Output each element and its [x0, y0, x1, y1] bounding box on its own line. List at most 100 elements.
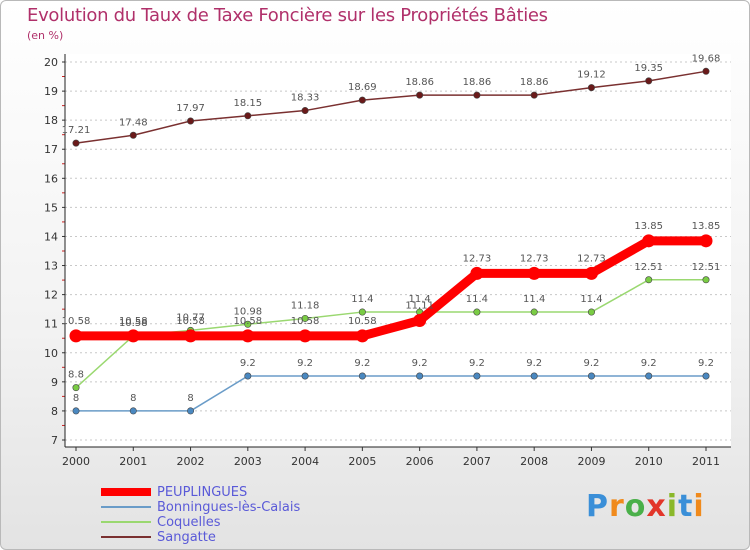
- y-tick-label: 14: [44, 230, 58, 243]
- data-point: [473, 308, 481, 316]
- data-label: 8: [73, 393, 79, 404]
- data-point: [416, 91, 424, 99]
- data-label: 18.69: [348, 82, 377, 93]
- data-point: [187, 117, 195, 125]
- data-point: [587, 372, 595, 380]
- legend-label: Coquelles: [157, 515, 221, 530]
- y-tick-label: 8: [51, 405, 58, 418]
- data-point: [530, 91, 538, 99]
- data-point: [470, 266, 484, 280]
- y-tick-label: 9: [51, 376, 58, 389]
- data-point: [645, 276, 653, 284]
- data-label: 12.73: [577, 253, 606, 264]
- data-point: [645, 372, 653, 380]
- data-label: 9.2: [698, 358, 714, 369]
- y-tick-label: 7: [51, 434, 58, 447]
- legend-swatch: [101, 488, 151, 496]
- data-label: 10.77: [176, 312, 205, 323]
- logo-letter: P: [586, 489, 609, 524]
- data-point: [416, 372, 424, 380]
- data-point: [702, 372, 710, 380]
- data-label: 12.73: [520, 253, 549, 264]
- y-tick-label: 11: [44, 318, 58, 331]
- logo-letter: x: [646, 489, 667, 524]
- data-point: [72, 384, 80, 392]
- data-point: [244, 320, 252, 328]
- data-label: 9.2: [526, 358, 542, 369]
- data-point: [702, 276, 710, 284]
- x-tick-label: 2011: [692, 455, 720, 468]
- y-tick-label: 15: [44, 201, 58, 214]
- data-point: [184, 329, 198, 343]
- data-label: 19.35: [634, 63, 663, 74]
- data-label: 9.2: [240, 358, 256, 369]
- logo-letter: r: [609, 489, 625, 524]
- data-point: [587, 84, 595, 92]
- data-label: 9.2: [469, 358, 485, 369]
- data-point: [413, 313, 427, 327]
- data-point: [126, 329, 140, 343]
- data-label: 11.11: [405, 300, 434, 311]
- logo-letter: t: [678, 489, 694, 524]
- data-point: [244, 112, 252, 120]
- series-line-bonningues-l-s-calais: [76, 375, 706, 412]
- y-axis-unit-label: (en %): [27, 29, 64, 42]
- data-label: 18.86: [463, 77, 492, 88]
- data-label: 10.58: [62, 316, 91, 327]
- chart-title: Evolution du Taux de Taxe Foncière sur l…: [27, 5, 548, 26]
- legend-label: PEUPLINGUES: [157, 485, 248, 500]
- data-label: 9.2: [412, 358, 428, 369]
- logo-letter: i: [666, 489, 679, 524]
- y-tick-label: 20: [44, 56, 58, 69]
- data-label: 19.12: [577, 70, 606, 81]
- data-label: 8: [187, 393, 193, 404]
- data-label: 10.98: [233, 306, 262, 317]
- data-point: [645, 77, 653, 85]
- data-label: 10.58: [119, 318, 148, 329]
- x-tick-label: 2000: [62, 455, 90, 468]
- data-label: 18.33: [291, 93, 320, 104]
- series-line-peuplingues: [76, 236, 706, 341]
- data-label: 11.4: [523, 294, 545, 305]
- data-label: 11.4: [466, 294, 488, 305]
- y-tick-label: 17: [44, 143, 58, 156]
- data-point: [72, 407, 80, 415]
- x-tick-label: 2001: [119, 455, 147, 468]
- data-point: [298, 329, 312, 343]
- y-tick-label: 16: [44, 172, 58, 185]
- data-label: 9.2: [584, 358, 600, 369]
- data-label: 10.58: [348, 316, 377, 327]
- data-label: 18.86: [520, 77, 549, 88]
- data-point: [358, 96, 366, 104]
- data-label: 9.2: [297, 358, 313, 369]
- logo-letter: o: [624, 489, 647, 524]
- data-label: 8.8: [68, 370, 84, 381]
- data-point: [642, 234, 656, 248]
- data-point: [187, 407, 195, 415]
- y-tick-label: 12: [44, 289, 58, 302]
- data-label: 17.97: [176, 103, 205, 114]
- legend-label: Sangatte: [157, 530, 216, 545]
- data-label: 17.21: [62, 125, 91, 136]
- legend-swatch: [101, 521, 151, 523]
- data-point: [358, 308, 366, 316]
- data-point: [301, 314, 309, 322]
- data-label: 11.4: [351, 294, 373, 305]
- data-label: 10.58: [291, 316, 320, 327]
- data-point: [473, 91, 481, 99]
- legend-swatch: [101, 506, 151, 508]
- data-label: 13.85: [634, 221, 663, 232]
- y-tick-label: 19: [44, 85, 58, 98]
- data-label: 11.18: [291, 300, 320, 311]
- logo-letter: i: [693, 489, 705, 524]
- data-point: [129, 407, 137, 415]
- y-tick-label: 18: [44, 114, 58, 127]
- data-point: [241, 329, 255, 343]
- data-point: [355, 329, 369, 343]
- data-label: 13.85: [692, 221, 721, 232]
- x-tick-label: 2006: [406, 455, 434, 468]
- legend-swatch: [101, 536, 151, 538]
- proxiti-logo: Proxiti: [586, 489, 705, 524]
